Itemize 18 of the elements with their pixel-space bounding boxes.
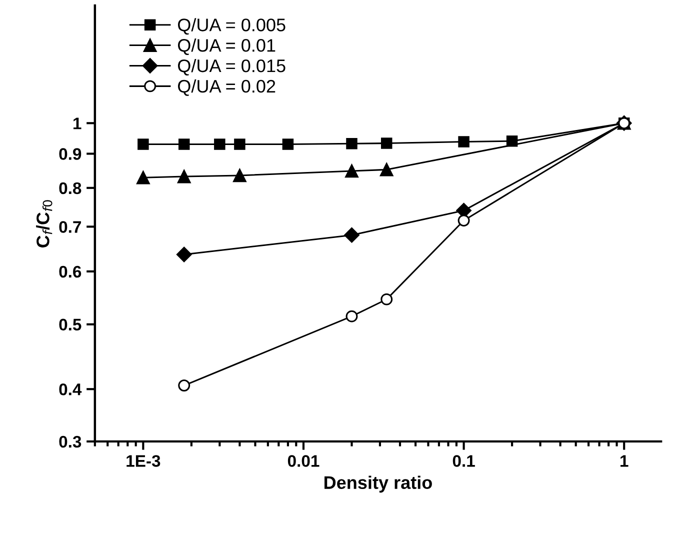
y-tick-label: 0.3: [59, 436, 82, 448]
y-tick-label: 0.8: [59, 182, 82, 194]
y-tick-label: 0.5: [59, 318, 82, 331]
x-tick-label: 0.1: [452, 455, 475, 467]
y-axis-title: C$_{f}$/C$_{f0}$: [36, 200, 52, 248]
y-tick-label: 0.7: [59, 221, 81, 233]
y-tick-label: 0.6: [59, 266, 82, 278]
x-tick-label: 1E-3: [126, 455, 160, 467]
x-tick-label: 0.01: [288, 455, 320, 467]
legend-label: Q/UA = 0.01: [178, 38, 276, 56]
legend-label: Q/UA = 0.02: [178, 79, 276, 96]
y-tick-label: 0.4: [59, 384, 82, 396]
y-tick-label: 0.9: [59, 148, 82, 160]
x-tick-label: 1: [620, 455, 628, 467]
y-tick-label: 1: [74, 118, 82, 130]
x-axis-title: Density ratio: [324, 476, 432, 493]
legend-label: Q/UA = 0.005: [178, 18, 286, 35]
legend-label: Q/UA = 0.015: [178, 58, 286, 76]
